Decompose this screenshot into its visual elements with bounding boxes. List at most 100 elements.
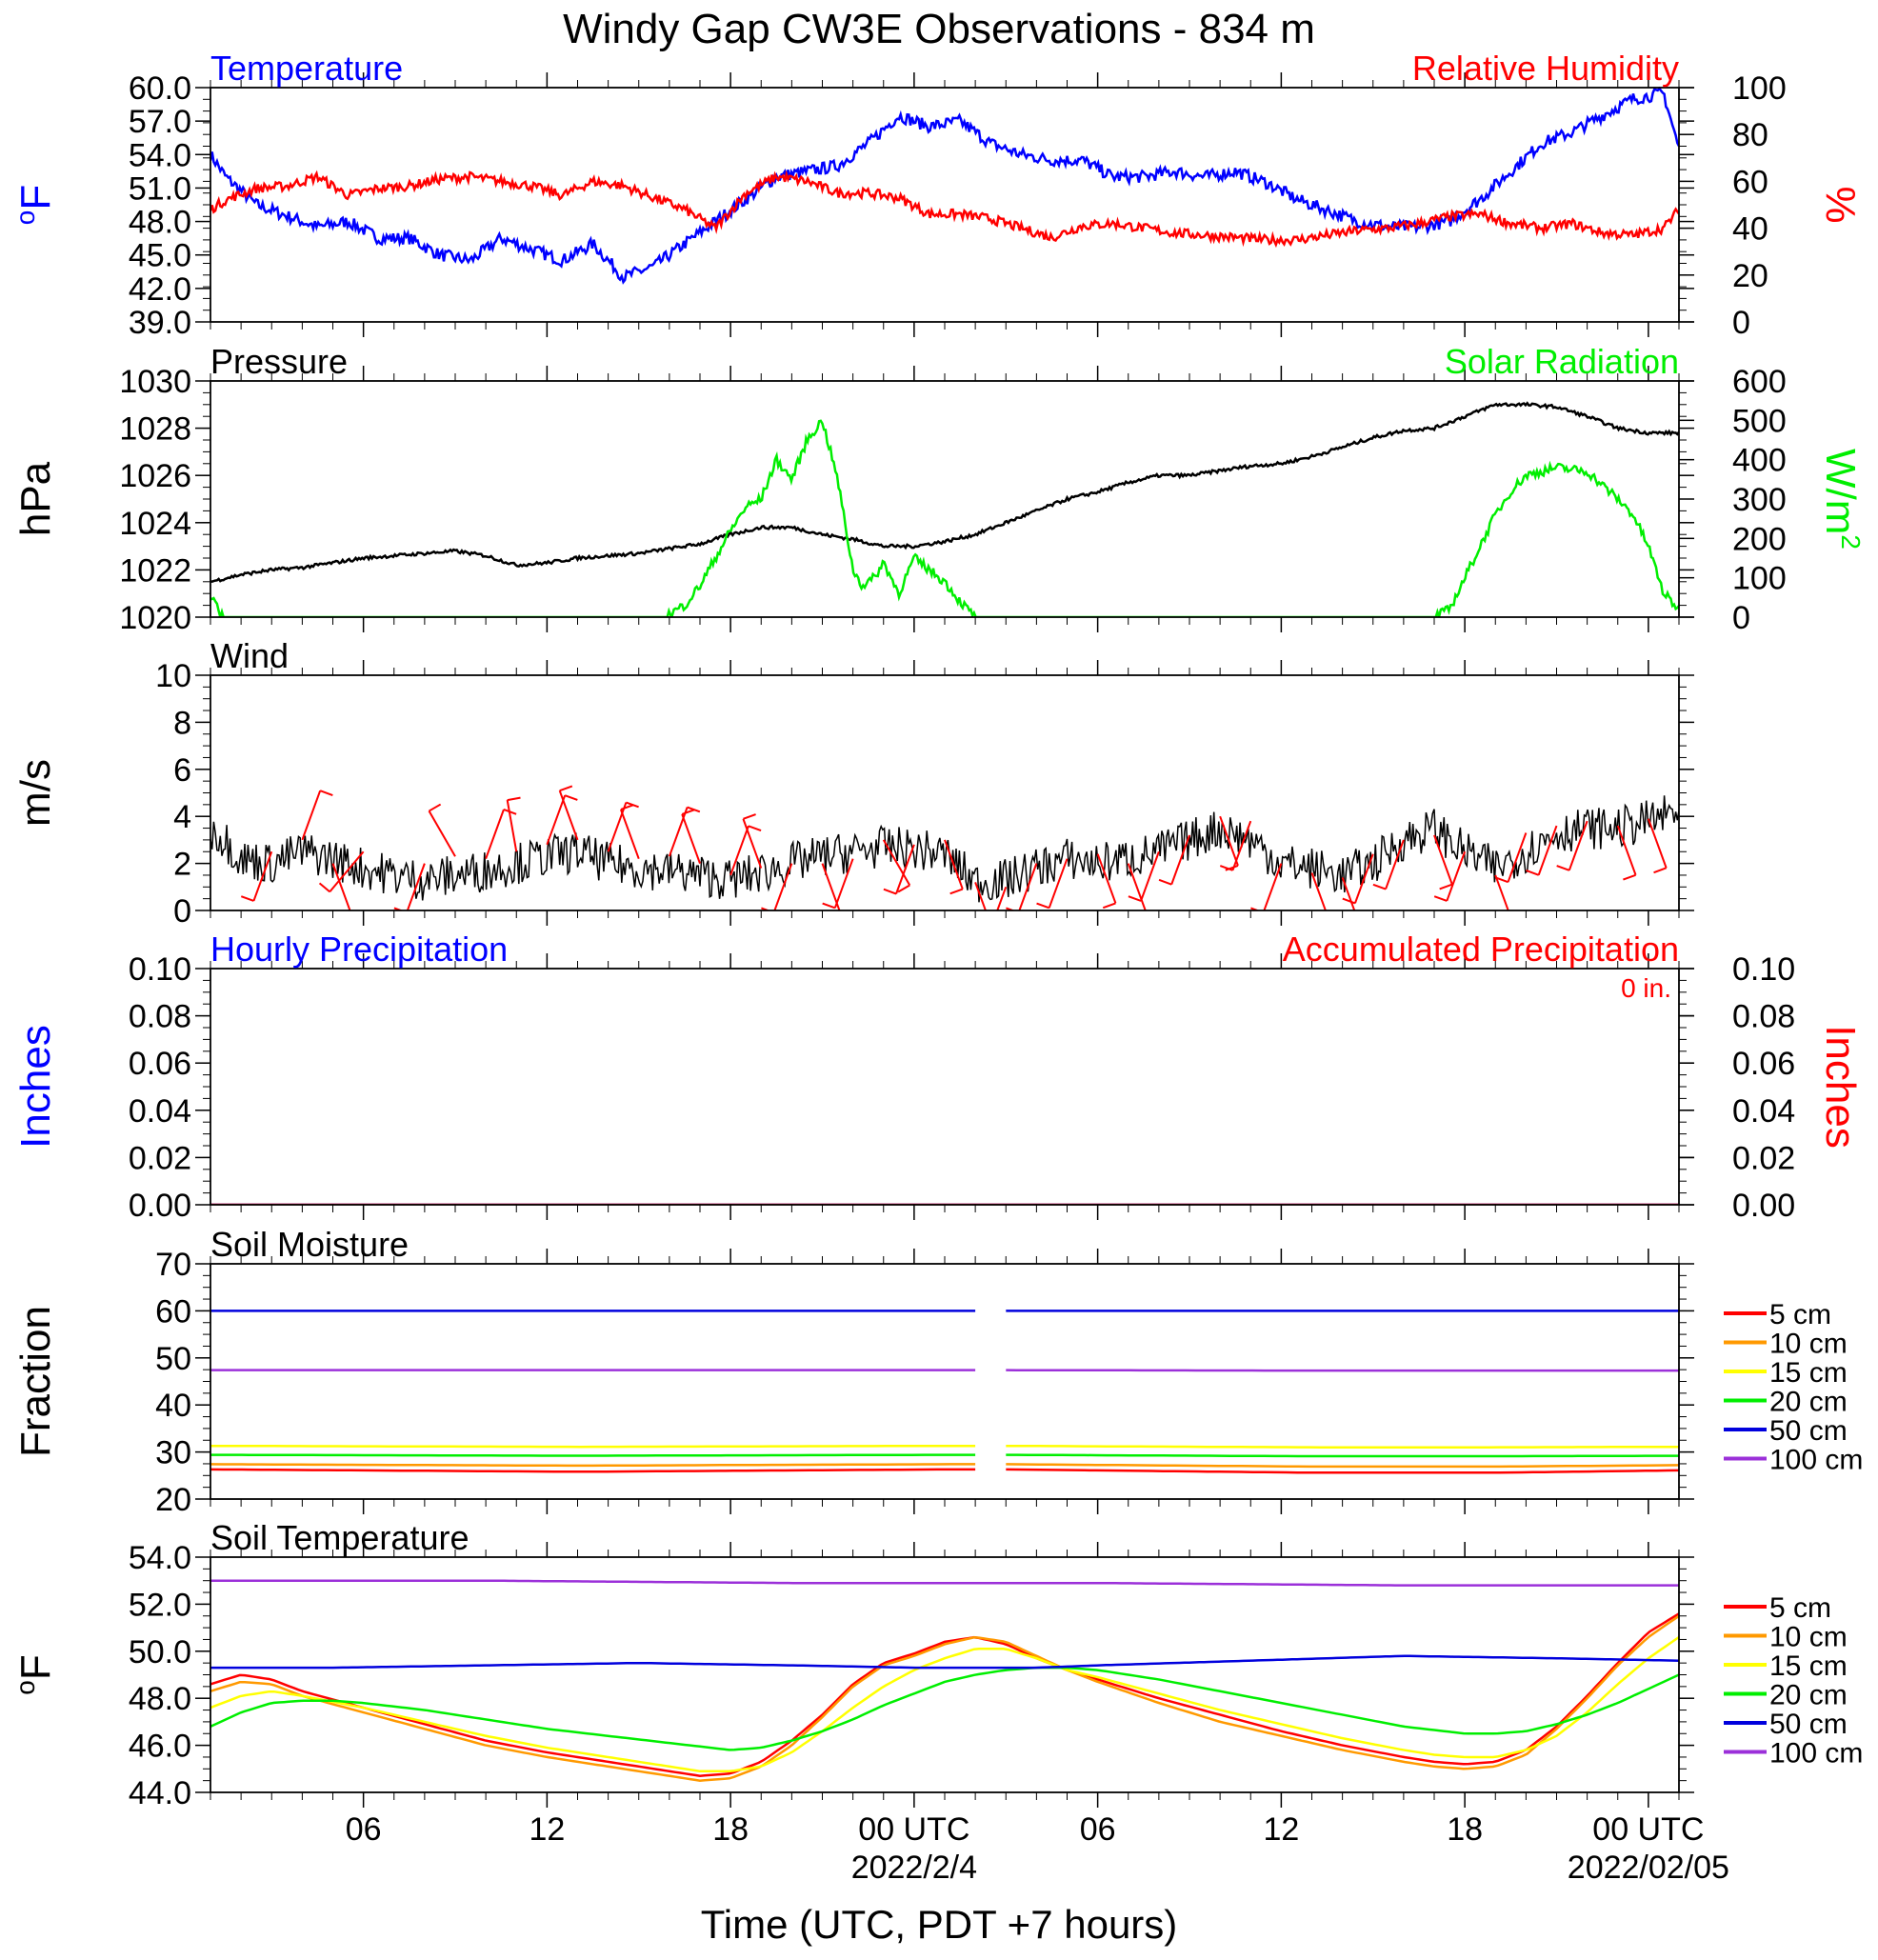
wind-barb — [1385, 839, 1405, 890]
right-tick-label: 600 — [1732, 364, 1787, 400]
series-5-cm — [1006, 1468, 1679, 1474]
time-tick-label: 18 — [1447, 1811, 1483, 1848]
left-tick-label: 20 — [155, 1482, 191, 1518]
left-tick-label: 54.0 — [129, 1540, 191, 1576]
wind-barb-flag — [620, 804, 634, 810]
right-tick-label: 200 — [1732, 521, 1787, 557]
right-axis-label: % — [1817, 186, 1864, 223]
wind-barb-flag — [507, 796, 521, 802]
left-tick-label: 52.0 — [129, 1587, 191, 1623]
accumulated-total: 0 in. — [1621, 973, 1671, 1003]
panel-right-title: Accumulated Precipitation — [1283, 930, 1679, 969]
wind-barb — [331, 863, 351, 910]
left-tick-label: 6 — [173, 752, 191, 789]
legend-label: 5 cm — [1769, 1592, 1831, 1624]
series-15-cm — [210, 1444, 976, 1449]
left-tick-label: 50 — [155, 1341, 191, 1377]
wind-barb — [773, 863, 793, 910]
series-20-cm — [210, 1453, 976, 1457]
wind-barb-flag — [1623, 873, 1636, 881]
wind-barb — [1647, 818, 1668, 869]
wind-barb — [619, 809, 640, 860]
wind-barb-flag — [1342, 897, 1356, 905]
legend-label: 10 cm — [1769, 1329, 1848, 1360]
wind-barb — [996, 886, 1008, 910]
wind-barb — [944, 839, 964, 890]
left-tick-label: 45.0 — [129, 238, 191, 274]
plot-frame — [210, 674, 1680, 911]
time-tick-label: 12 — [1263, 1811, 1299, 1848]
time-tick-label: 00 UTC — [1592, 1811, 1704, 1848]
wind-barb — [742, 818, 763, 869]
series-10-cm — [1006, 1463, 1679, 1469]
wind-barb-flag — [319, 790, 333, 796]
wind-barb — [1616, 825, 1637, 876]
wind-barb — [1018, 863, 1038, 910]
left-tick-label: 8 — [173, 705, 191, 741]
left-tick-label: 40 — [155, 1388, 191, 1424]
left-tick-label: 48.0 — [129, 205, 191, 241]
panel-left-title: Temperature — [210, 49, 403, 88]
wind-barb-flag — [559, 785, 573, 792]
left-tick-label: 0 — [173, 893, 191, 930]
wind-barb — [607, 802, 628, 852]
right-tick-label: 300 — [1732, 482, 1787, 518]
left-tick-label: 2 — [173, 847, 191, 883]
right-tick-label: 0.08 — [1732, 999, 1795, 1035]
panel-left-title: Wind — [210, 636, 289, 675]
series-15-cm — [1006, 1444, 1679, 1449]
wind-barb-flag — [1556, 865, 1570, 871]
left-tick-label: 10 — [155, 658, 191, 694]
left-tick-label: 60.0 — [129, 70, 191, 107]
time-tick-label: 06 — [346, 1811, 382, 1848]
wind-barb-flag — [748, 825, 762, 831]
left-tick-label: 0.02 — [129, 1140, 191, 1176]
date-label: 2022/2/4 — [851, 1850, 977, 1886]
series-50-cm — [210, 1654, 1679, 1670]
wind-barb — [668, 807, 689, 857]
wind-barb-flag — [1433, 895, 1448, 902]
wind-barb-flag — [897, 884, 910, 893]
panel-right-title: Relative Humidity — [1412, 49, 1679, 88]
plot-frame — [210, 87, 1680, 323]
wind-barb — [329, 850, 365, 893]
panel-soil-temperature: 44.0 46.0 48.0 50.0 52.0 54.0 Soil Temperature… — [10, 1518, 1863, 1811]
left-tick-label: 50.0 — [129, 1634, 191, 1670]
left-tick-label: 30 — [155, 1435, 191, 1471]
panel-left-title: Hourly Precipitation — [210, 930, 508, 969]
left-tick-label: 51.0 — [129, 170, 191, 207]
wind-barb — [1170, 834, 1190, 885]
left-axis-label: oF — [10, 1654, 59, 1694]
wind-barb-flag — [1372, 883, 1387, 890]
legend-label: 100 cm — [1769, 1445, 1863, 1476]
wind-barb — [1231, 820, 1252, 871]
wind-barb-flag — [883, 888, 897, 895]
wind-barb — [506, 799, 518, 852]
wind-barb-flag — [1439, 883, 1453, 890]
wind-barb-flag — [1133, 912, 1146, 917]
date-label: 2022/02/05 — [1568, 1850, 1729, 1886]
wind-barb-flag — [318, 882, 330, 893]
left-tick-label: 0.04 — [129, 1093, 191, 1130]
series-wind — [210, 795, 1679, 903]
legend-label: 50 cm — [1769, 1709, 1848, 1740]
time-tick-label: 18 — [712, 1811, 749, 1848]
wind-barb-flag — [338, 912, 350, 917]
wind-barb-flag — [1501, 925, 1513, 930]
legend-label: 10 cm — [1769, 1622, 1848, 1653]
wind-barb — [1127, 863, 1147, 910]
wind-barb — [252, 850, 273, 902]
series-relative-humidity — [210, 170, 1679, 249]
plot-area — [210, 785, 1679, 930]
wind-barb — [1263, 863, 1283, 910]
wind-barb-flag — [1158, 878, 1172, 886]
wind-barb — [729, 825, 749, 876]
panel-soil-moisture: 20 30 40 50 60 70 Soil Moisture Fraction 5 cm10 … — [12, 1225, 1863, 1518]
figure-title: Windy Gap CW3E Observations - 834 m — [563, 6, 1315, 52]
wind-barb-flag — [1495, 876, 1508, 884]
wind-barb — [974, 882, 987, 910]
legend-label: 100 cm — [1769, 1738, 1863, 1770]
plot-frame — [210, 1263, 1680, 1500]
right-tick-label: 0.00 — [1732, 1188, 1795, 1224]
